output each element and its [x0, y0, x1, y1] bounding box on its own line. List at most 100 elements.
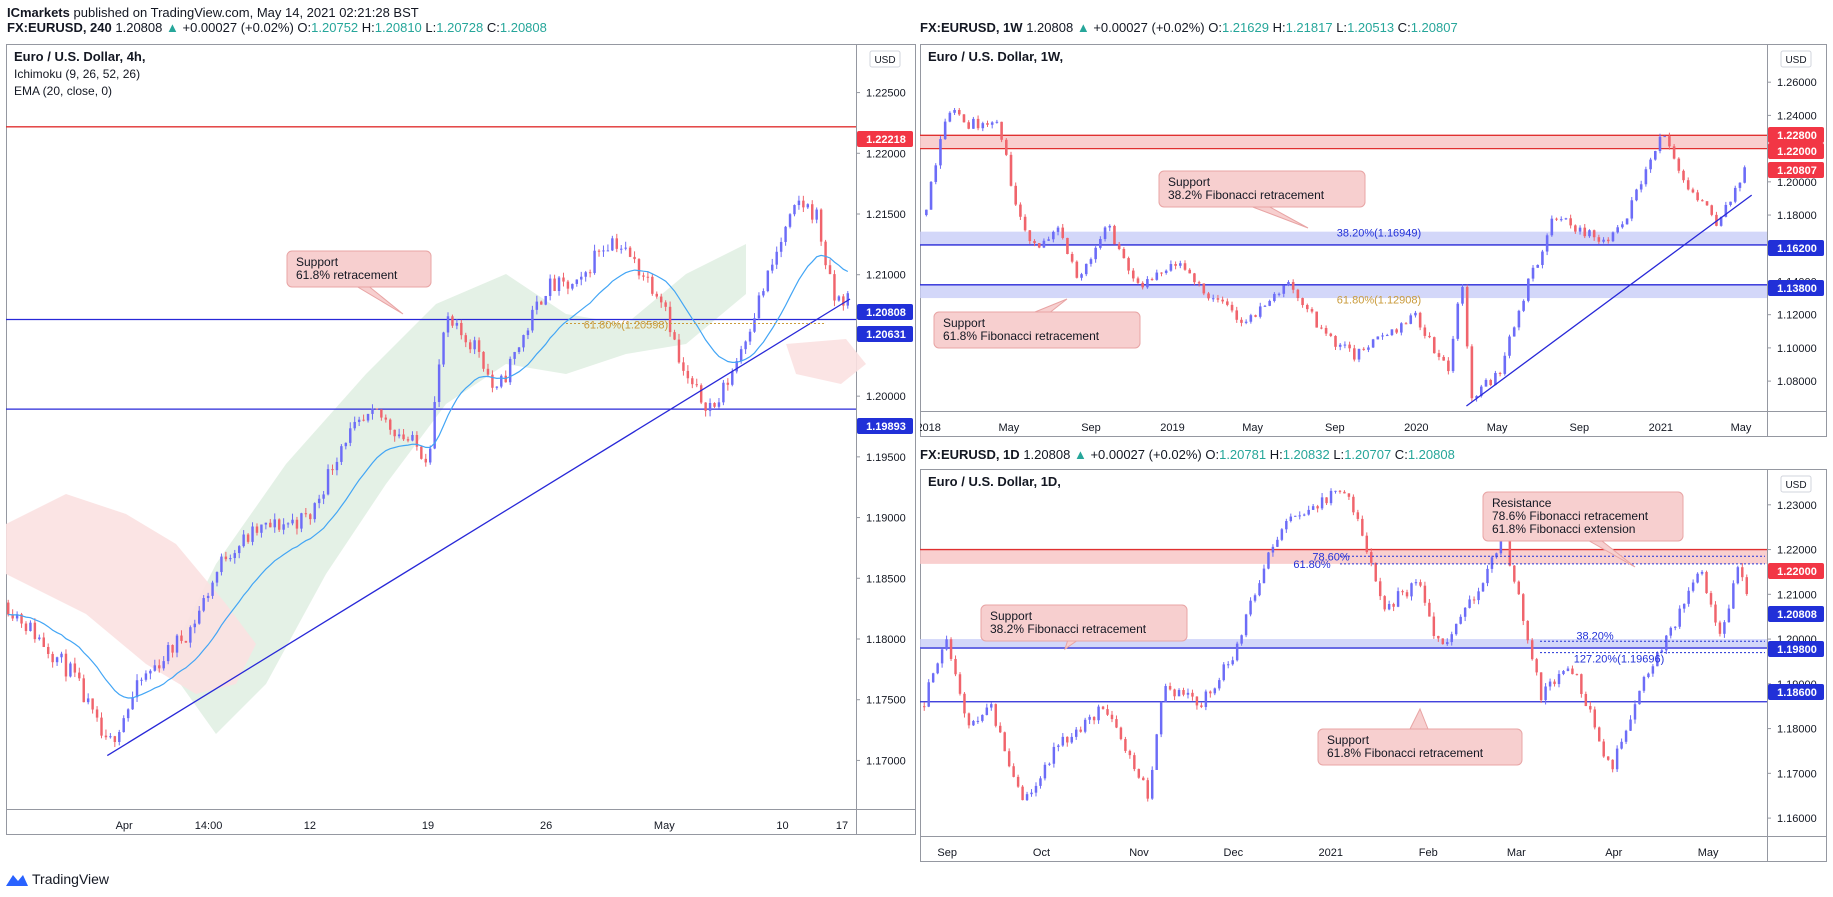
price-label-box	[1768, 684, 1824, 700]
candle	[522, 335, 525, 348]
candle	[175, 635, 179, 653]
candle	[1244, 321, 1248, 323]
candle	[251, 526, 254, 542]
candle	[1296, 289, 1300, 299]
chart-w1[interactable]: 1.260001.240001.220001.200001.180001.160…	[920, 44, 1827, 437]
candle	[1048, 763, 1051, 765]
y-tick-label: 1.21000	[866, 270, 906, 282]
footer-brand: TradingView	[32, 871, 110, 887]
candle	[1432, 337, 1436, 354]
tradingview-logo[interactable]: TradingView	[6, 871, 109, 887]
candle	[73, 663, 77, 673]
chart-d1[interactable]: 1.230001.220001.210001.200001.190001.180…	[920, 469, 1827, 862]
candle	[1566, 668, 1570, 671]
candle	[1588, 230, 1591, 237]
candle	[775, 251, 778, 265]
candle	[500, 375, 503, 387]
candle	[1414, 312, 1417, 316]
candle	[1258, 306, 1262, 317]
candle	[60, 653, 63, 658]
candle	[1437, 353, 1441, 357]
candle	[1423, 327, 1427, 336]
fib-level-label: 78.60%	[1312, 551, 1350, 563]
candle	[1016, 776, 1020, 787]
candle	[748, 331, 752, 342]
symbol-name: FX:EURUSD, 1D	[920, 447, 1020, 462]
candle	[1226, 664, 1230, 666]
candle	[1356, 512, 1360, 519]
candle	[779, 241, 783, 252]
candle	[1079, 729, 1082, 732]
price-label: 1.22000	[1777, 566, 1817, 578]
currency-box	[1780, 50, 1812, 68]
change-up-icon: ▲	[1076, 20, 1090, 35]
callout-text: Support	[943, 316, 986, 330]
candle	[1387, 604, 1391, 610]
candle	[1325, 497, 1328, 504]
legend-line: Euro / U.S. Dollar, 4h,	[14, 49, 145, 64]
x-tick-label: 2019	[1160, 422, 1184, 434]
candle	[313, 503, 316, 520]
candle	[1486, 568, 1489, 584]
fib-level-label: 61.80%(1.12908)	[1337, 295, 1421, 307]
y-tick-label: 1.18000	[1777, 724, 1817, 736]
candle	[349, 428, 352, 443]
candle	[1559, 219, 1563, 221]
candle	[1490, 557, 1494, 569]
candle	[1729, 201, 1732, 205]
candle	[940, 649, 944, 664]
ichimoku-cloud-bear	[786, 339, 866, 384]
candle	[535, 301, 539, 310]
candle	[126, 709, 130, 719]
candle	[1647, 673, 1650, 677]
candle	[122, 718, 125, 733]
x-tick-label: May	[1731, 422, 1752, 434]
y-tick-label: 1.18500	[866, 573, 906, 585]
candle	[1624, 730, 1628, 742]
candle	[1732, 583, 1735, 609]
callout-box	[286, 250, 432, 288]
y-tick-label: 1.18000	[1777, 210, 1817, 222]
candle	[1437, 635, 1440, 639]
candle	[1481, 583, 1485, 592]
candle	[1204, 691, 1208, 707]
symbol-name: FX:EURUSD, 240	[7, 20, 112, 35]
candle	[1414, 582, 1418, 584]
x-tick-label: Mar	[1507, 847, 1526, 859]
candle	[1635, 189, 1638, 201]
candle	[624, 247, 627, 249]
candle	[1124, 739, 1127, 751]
candle	[1550, 218, 1554, 236]
candle	[1719, 216, 1723, 226]
y-tick-label: 1.17000	[1777, 768, 1817, 780]
price-label-box	[1768, 240, 1824, 256]
candle	[1625, 218, 1629, 225]
candle	[513, 351, 516, 359]
candle	[1589, 706, 1592, 710]
candle	[1338, 490, 1342, 492]
candle	[118, 732, 121, 742]
author-name[interactable]: ICmarkets	[7, 5, 70, 20]
candle	[1007, 751, 1011, 767]
symbol-info-d1: FX:EURUSD, 1D 1.20808 ▲ +0.00027 (+0.02%…	[920, 447, 1455, 462]
candle	[553, 278, 556, 291]
publish-info: published on TradingView.com, May 14, 20…	[73, 5, 419, 20]
y-tick-label: 1.19500	[866, 452, 906, 464]
candle	[344, 442, 348, 447]
candle	[802, 200, 805, 208]
candle	[1593, 709, 1597, 728]
y-tick-label: 1.16000	[1777, 813, 1817, 825]
candle	[1709, 593, 1713, 605]
y-tick-label: 1.24000	[1777, 110, 1817, 122]
candle	[1193, 273, 1196, 283]
candle	[1456, 303, 1460, 339]
candle	[357, 419, 361, 422]
candle	[1472, 599, 1476, 601]
candle	[686, 370, 690, 379]
candle	[415, 434, 419, 447]
candle	[1381, 335, 1384, 337]
candle	[1083, 719, 1087, 732]
x-tick-label: Apr	[116, 820, 133, 832]
candle	[1370, 552, 1373, 563]
chart-h4[interactable]: 1.225001.220001.215001.210001.205001.200…	[6, 44, 916, 835]
